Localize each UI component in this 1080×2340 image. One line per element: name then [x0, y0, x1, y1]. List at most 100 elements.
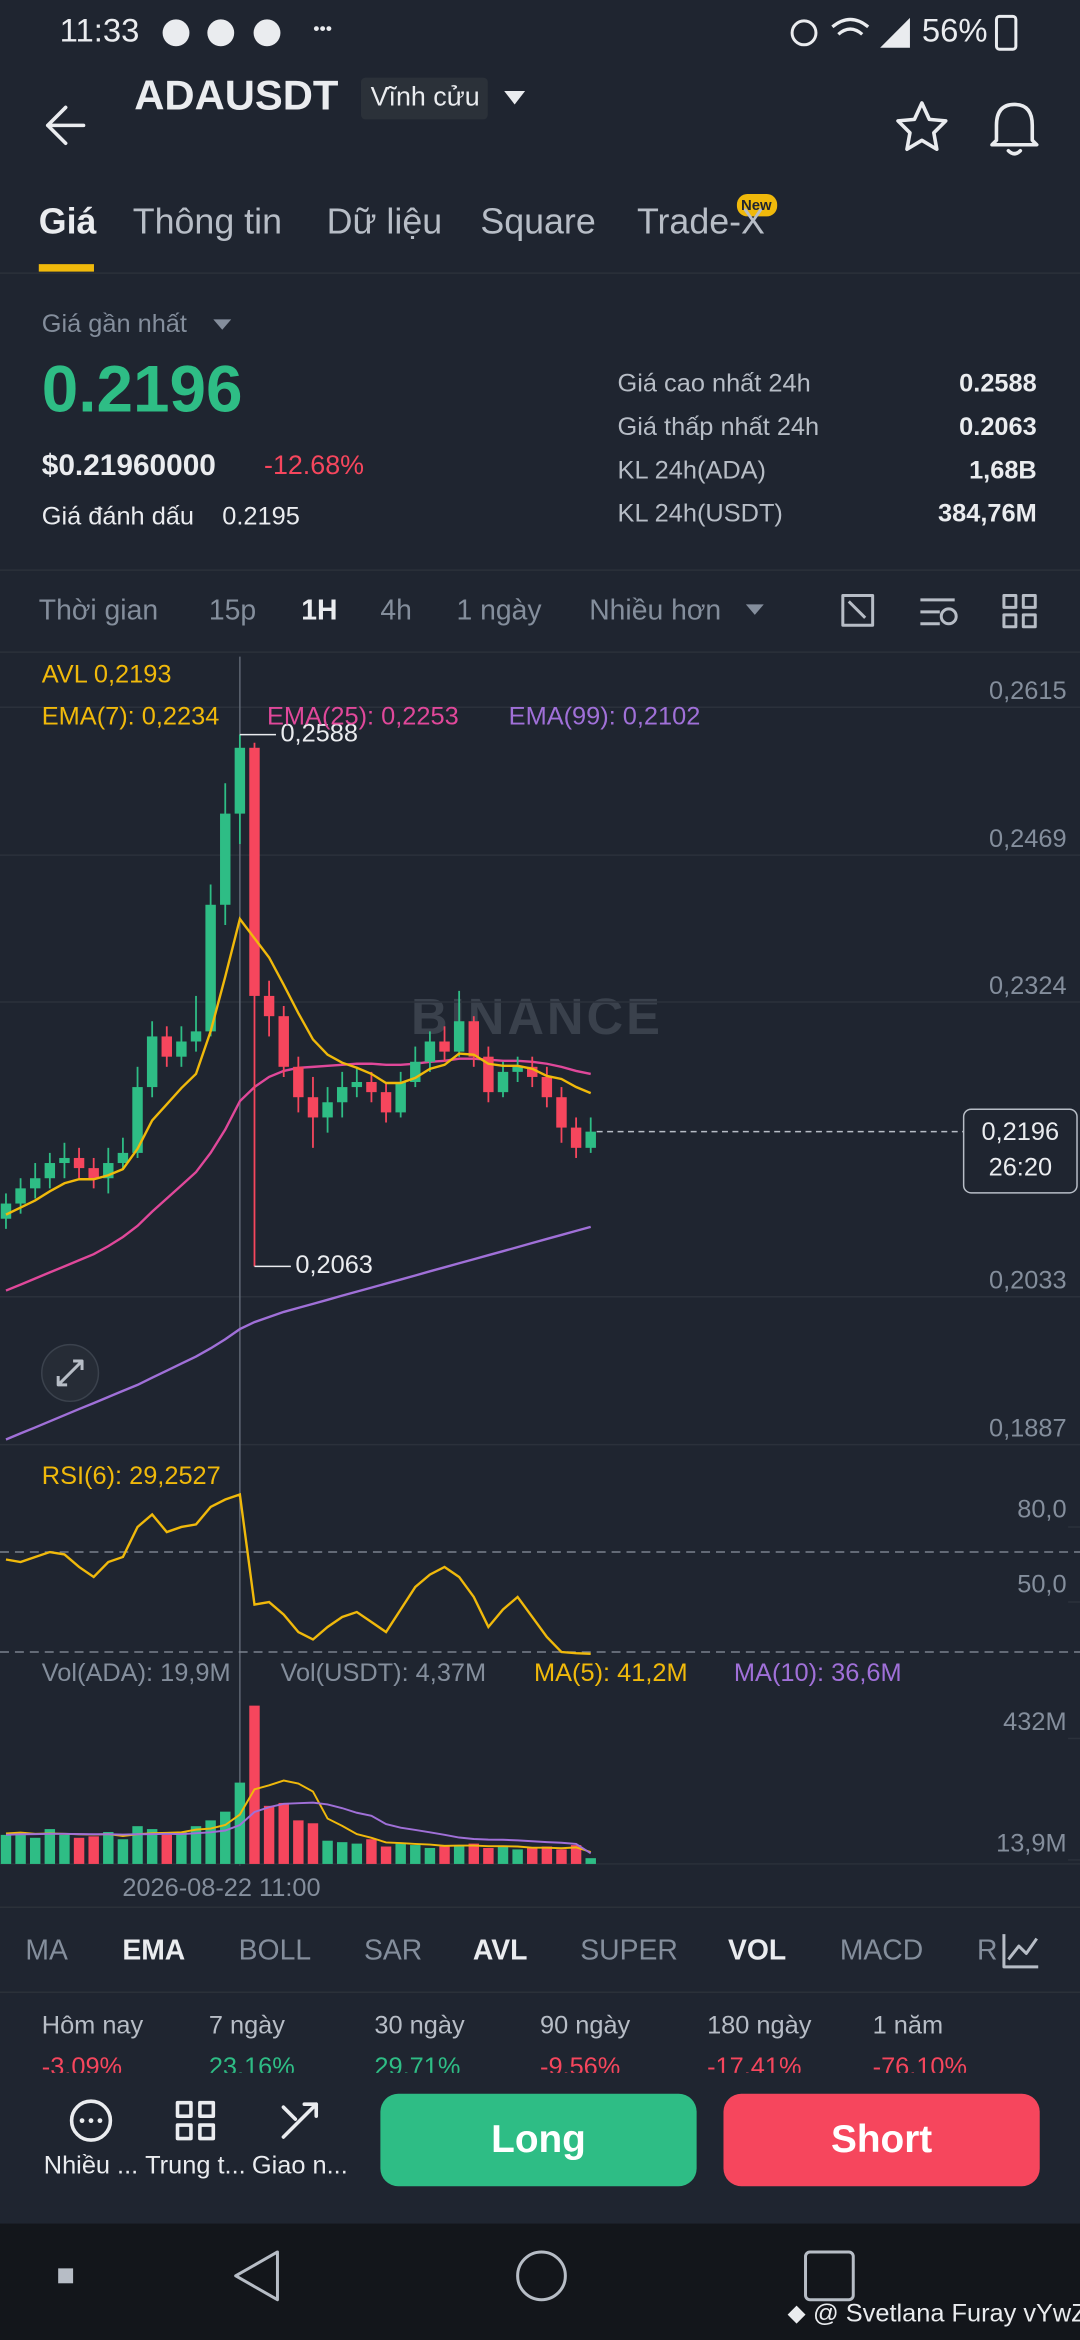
- period-change: 23,16%: [209, 2053, 295, 2081]
- legend-entry: MA(5): 41,2M: [534, 1659, 688, 1687]
- chart-settings-icon[interactable]: [1002, 1934, 1039, 1969]
- tab[interactable]: Dữ liệu: [327, 201, 442, 241]
- ema-line: [5, 916, 592, 1216]
- candle-body: [117, 1152, 129, 1164]
- short-button[interactable]: [723, 2093, 1040, 2187]
- watermark-icon: [787, 2305, 806, 2324]
- contract-pill[interactable]: [360, 77, 488, 120]
- stat-value: 384,76M: [938, 500, 1037, 528]
- candle-body: [249, 747, 260, 996]
- dropdown-arrow[interactable]: [745, 604, 764, 615]
- volume-bar: [59, 1834, 70, 1864]
- legend-entry: EMA(7): 0,2234: [42, 703, 220, 731]
- status-battery: 56%: [922, 11, 988, 48]
- candle-body: [380, 1092, 392, 1113]
- volume-bar: [366, 1839, 377, 1864]
- y-tick-label: 0,2324: [989, 972, 1067, 1000]
- price-label: Giá gần nhất: [42, 310, 187, 338]
- notification-button[interactable]: [990, 102, 1039, 156]
- volume-bar: [146, 1829, 158, 1864]
- candle-body: [468, 1021, 479, 1057]
- nav-buttons[interactable]: [58, 2250, 855, 2302]
- rsi-tick-label: 80,0: [1017, 1495, 1066, 1523]
- current-price-box: [962, 1108, 1078, 1194]
- long-label[interactable]: Long: [491, 2118, 586, 2161]
- price-change: -12.68%: [264, 450, 364, 480]
- candle-body: [190, 1031, 202, 1042]
- volume-bar: [351, 1843, 363, 1864]
- rsi-tick-label: 50,0: [1017, 1570, 1066, 1598]
- indicator-tab[interactable]: VOL: [728, 1934, 786, 1966]
- interval[interactable]: 1 ngày: [456, 594, 542, 626]
- candle-body: [322, 1102, 333, 1118]
- period-label: 180 ngày: [707, 2011, 812, 2039]
- stat-value: 0.2588: [959, 370, 1037, 398]
- indicator-tab[interactable]: BOLL: [239, 1934, 311, 1966]
- current-price-label: 0,2196: [982, 1118, 1060, 1146]
- indicator-tab[interactable]: EMA: [122, 1934, 185, 1966]
- volume-bar: [132, 1826, 143, 1864]
- indicator-tab[interactable]: SUPER: [580, 1934, 678, 1966]
- period-change: 29,71%: [374, 2053, 460, 2081]
- period-change: -9,56%: [540, 2053, 620, 2081]
- indicator-tab[interactable]: SAR: [364, 1934, 422, 1966]
- volume-bar: [483, 1847, 494, 1864]
- interval[interactable]: 15p: [209, 594, 256, 626]
- rsi-label: RSI(6): 29,2527: [42, 1462, 221, 1490]
- volume-bar: [585, 1858, 596, 1864]
- last-price: 0.2196: [42, 352, 243, 425]
- indicator-tab[interactable]: MA: [25, 1934, 68, 1966]
- back-button[interactable]: [45, 105, 86, 146]
- chart-tools[interactable]: [841, 593, 1037, 629]
- contract-type[interactable]: Vĩnh cửu: [371, 82, 480, 112]
- volume-bar: [0, 1834, 12, 1864]
- ema-line: [5, 1225, 592, 1441]
- volume-label: Vol(USDT): 4,37M: [280, 1659, 486, 1687]
- candle-body: [293, 1066, 304, 1098]
- candle-body: [73, 1157, 85, 1169]
- svg-text:•••: •••: [313, 19, 332, 39]
- candle-body: [439, 1041, 450, 1052]
- candle-body: [278, 1016, 289, 1067]
- long-button[interactable]: [380, 2093, 697, 2187]
- favorite-button[interactable]: [896, 101, 948, 152]
- nav-bar: [0, 2223, 1080, 2340]
- candle-body: [15, 1188, 26, 1204]
- tab[interactable]: Thông tin: [133, 201, 282, 241]
- indicator-tab[interactable]: MACD: [840, 1934, 923, 1966]
- dropdown-arrow[interactable]: [213, 319, 232, 330]
- volume-bar: [380, 1846, 392, 1864]
- stat-label: KL 24h(ADA): [618, 456, 766, 484]
- interval[interactable]: 1H: [301, 594, 337, 626]
- candle-body: [29, 1178, 41, 1189]
- stat-label: Giá thấp nhất 24h: [618, 413, 820, 441]
- action-label[interactable]: Nhiều ...: [44, 2152, 138, 2180]
- contract-dropdown[interactable]: [504, 91, 526, 105]
- volume-ma-line: [5, 1801, 592, 1855]
- candle-body: [424, 1041, 436, 1062]
- candle-body: [59, 1157, 70, 1164]
- candle-body: [234, 747, 246, 814]
- short-label[interactable]: Short: [831, 2118, 932, 2161]
- indicator-tab[interactable]: R: [977, 1934, 997, 1966]
- volume-bar: [278, 1802, 289, 1864]
- tab[interactable]: Giá: [39, 201, 97, 241]
- candle-body: [395, 1082, 406, 1113]
- action-icons[interactable]: [69, 2099, 319, 2142]
- volume-bar: [44, 1829, 56, 1864]
- indicator-tab[interactable]: AVL: [473, 1934, 528, 1966]
- action-label[interactable]: Giao n...: [252, 2152, 348, 2180]
- status-time: 11:33: [60, 11, 140, 48]
- interval[interactable]: 4h: [380, 594, 412, 626]
- candle-body: [512, 1066, 523, 1072]
- tab[interactable]: Square: [480, 201, 595, 241]
- volume-bar: [205, 1820, 216, 1864]
- volume-bar: [103, 1831, 114, 1864]
- action-label[interactable]: Trung t...: [145, 2152, 246, 2180]
- volume-label: Vol(ADA): 19,9M: [42, 1659, 231, 1687]
- tab[interactable]: Trade-X: [637, 201, 765, 241]
- volume-bar: [220, 1811, 231, 1864]
- interval[interactable]: Nhiều hơn: [589, 594, 721, 626]
